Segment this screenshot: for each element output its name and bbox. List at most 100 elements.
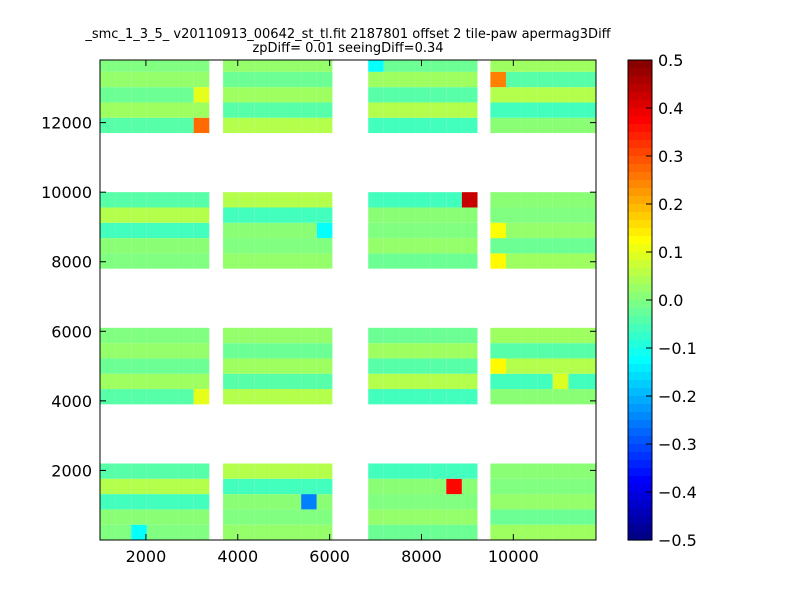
heatmap-cell: [223, 327, 239, 344]
heatmap-cell: [368, 60, 384, 72]
heatmap-cell: [146, 192, 163, 208]
heatmap-cell: [537, 358, 553, 374]
heatmap-cell: [301, 358, 317, 374]
heatmap-cell: [178, 343, 194, 359]
x-tick-label: 8000: [401, 547, 442, 566]
heatmap-cell: [430, 238, 447, 254]
heatmap-cell: [415, 87, 431, 103]
heatmap-cell: [568, 373, 585, 390]
heatmap-cell: [254, 478, 270, 495]
heatmap-cell: [568, 60, 585, 72]
heatmap-cell: [521, 389, 538, 405]
heatmap-cell: [178, 207, 194, 223]
heatmap-cell: [521, 253, 538, 269]
heatmap-cell: [383, 60, 400, 72]
heatmap-cell: [415, 494, 431, 510]
heatmap-cell: [193, 238, 210, 254]
heatmap-cell: [254, 343, 270, 359]
heatmap-cell: [254, 463, 270, 479]
colorbar-tick-label: −0.1: [658, 339, 697, 358]
heatmap-cell: [446, 117, 462, 134]
heatmap-cell: [223, 222, 239, 239]
heatmap-cell: [584, 327, 596, 344]
plot-frame: [99, 59, 597, 541]
heatmap-cell: [162, 478, 179, 495]
heatmap-cell: [521, 343, 538, 359]
colorbar-tick-label: 0.5: [658, 51, 683, 70]
heatmap-cell: [162, 494, 179, 510]
heatmap-cell: [100, 327, 116, 344]
heatmap-cell: [568, 87, 585, 103]
heatmap-cell: [490, 358, 506, 374]
colorbar-segment: [628, 300, 652, 309]
heatmap-cell: [399, 71, 416, 88]
heatmap-cell: [301, 60, 317, 72]
heatmap-cell: [537, 207, 553, 223]
colorbar-tick-label: −0.2: [658, 387, 697, 406]
heatmap-cell: [399, 60, 416, 72]
heatmap-cell: [399, 524, 416, 540]
heatmap-cell: [383, 494, 400, 510]
heatmap-cell: [238, 509, 255, 525]
heatmap-cell: [162, 71, 179, 88]
colorbar-segment: [628, 356, 652, 365]
heatmap-cell: [552, 524, 569, 540]
heatmap-cell: [415, 222, 431, 239]
heatmap-cell: [316, 509, 333, 525]
colorbar-segment: [628, 116, 652, 125]
heatmap-cell: [383, 478, 400, 495]
heatmap-cell: [223, 102, 239, 118]
heatmap-cell: [383, 117, 400, 134]
heatmap-cell: [238, 524, 255, 540]
heatmap-cell: [131, 389, 147, 405]
heatmap-cell: [178, 494, 194, 510]
heatmap-cell: [490, 524, 506, 540]
heatmap-cell: [301, 192, 317, 208]
heatmap-cell: [399, 102, 416, 118]
heatmap-cell: [584, 478, 596, 495]
heatmap-cell: [505, 509, 522, 525]
heatmap-cell: [505, 358, 522, 374]
heatmap-cell: [552, 494, 569, 510]
heatmap-cell: [399, 87, 416, 103]
heatmap-cell: [568, 478, 585, 495]
colorbar-segment: [628, 308, 652, 317]
x-tick-label: 10000: [488, 547, 539, 566]
heatmap-cell: [368, 102, 384, 118]
colorbar-segment: [628, 372, 652, 381]
heatmap-cell: [115, 253, 132, 269]
heatmap-cell: [368, 71, 384, 88]
heatmap-cell: [383, 238, 400, 254]
heatmap-cell: [490, 71, 506, 88]
heatmap-cell: [399, 373, 416, 390]
heatmap-cell: [223, 238, 239, 254]
heatmap-cell: [490, 87, 506, 103]
heatmap-cell: [368, 358, 384, 374]
heatmap-cell: [521, 222, 538, 239]
heatmap-cell: [461, 102, 478, 118]
heatmap-cell: [115, 327, 132, 344]
heatmap-cell: [505, 87, 522, 103]
colorbar-segment: [628, 340, 652, 349]
heatmap-cell: [383, 71, 400, 88]
heatmap-cell: [552, 509, 569, 525]
heatmap-cell: [368, 192, 384, 208]
heatmap-cell: [430, 71, 447, 88]
heatmap-cell: [584, 494, 596, 510]
heatmap-cell: [446, 389, 462, 405]
heatmap-cell: [430, 87, 447, 103]
heatmap-cell: [193, 327, 210, 344]
heatmap-cell: [537, 373, 553, 390]
heatmap-cell: [316, 343, 333, 359]
heatmap-cell: [461, 478, 478, 495]
heatmap-cell: [316, 60, 333, 72]
heatmap-cell: [490, 389, 506, 405]
heatmap-cell: [285, 463, 302, 479]
heatmap-cell: [584, 222, 596, 239]
heatmap-cell: [383, 358, 400, 374]
heatmap-cell: [490, 207, 506, 223]
heatmap-cell: [368, 463, 384, 479]
heatmap-cell: [568, 327, 585, 344]
heatmap-cell: [193, 71, 210, 88]
heatmap-cell: [521, 102, 538, 118]
